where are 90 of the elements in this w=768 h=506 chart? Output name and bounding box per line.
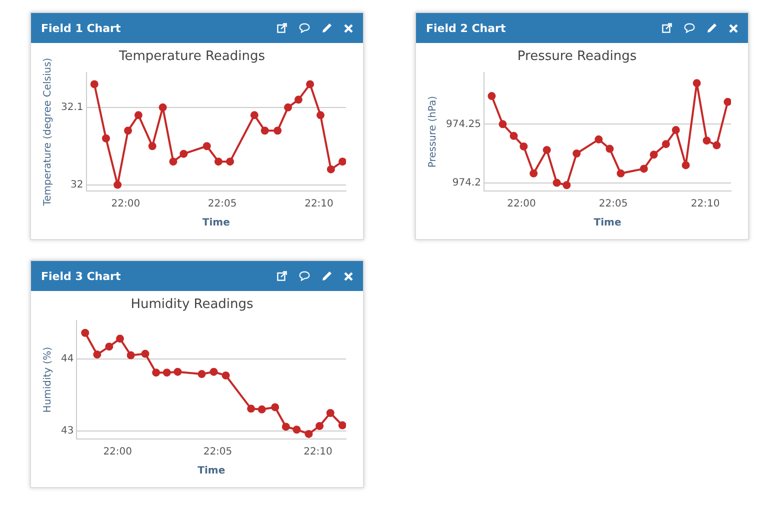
point	[93, 350, 102, 359]
point	[180, 150, 188, 158]
x-tick-label: 22:00	[507, 198, 536, 210]
point	[650, 150, 658, 159]
chart-title: Field 3 Chart	[41, 270, 122, 282]
point	[662, 140, 670, 148]
point	[530, 169, 538, 178]
y-axis-title: Temperature (degree Celsius)	[42, 58, 54, 207]
point	[226, 158, 234, 166]
point	[250, 111, 258, 120]
chart-subtitle: Temperature Readings	[118, 49, 266, 64]
point	[606, 144, 614, 153]
point	[126, 351, 135, 360]
point	[214, 158, 222, 166]
point	[326, 409, 334, 418]
x-tick-label: 22:10	[304, 198, 334, 210]
point	[152, 368, 160, 377]
point	[682, 161, 690, 170]
point	[692, 79, 701, 88]
y-tick-label: 43	[60, 426, 74, 437]
point	[260, 126, 269, 135]
chart-subtitle: Pressure Readings	[517, 49, 637, 64]
point	[594, 135, 603, 144]
point	[274, 126, 282, 135]
x-tick-label: 22:10	[304, 446, 332, 458]
point	[222, 371, 230, 380]
chart-subtitle: Humidity Readings	[130, 297, 254, 312]
x-tick-label: 22:10	[690, 198, 720, 210]
point	[542, 146, 551, 154]
point	[116, 334, 124, 343]
chart-title: Field 2 Chart	[426, 22, 507, 34]
point	[258, 405, 266, 414]
point	[124, 126, 132, 135]
point	[210, 368, 218, 376]
x-tick-label: 22:05	[598, 198, 628, 210]
point	[162, 368, 171, 377]
point	[316, 111, 324, 120]
point	[284, 103, 292, 112]
point	[724, 98, 731, 106]
point	[271, 403, 280, 412]
point	[247, 404, 256, 413]
point	[158, 103, 167, 112]
point	[510, 132, 518, 140]
x-tick-label: 22:05	[208, 198, 237, 210]
point	[102, 134, 110, 142]
point	[292, 426, 301, 434]
point	[294, 96, 302, 104]
point	[672, 126, 680, 134]
point	[304, 430, 313, 438]
point	[562, 181, 571, 190]
point	[338, 158, 346, 166]
point	[498, 120, 507, 128]
point	[326, 165, 335, 174]
point	[616, 169, 625, 178]
y-tick-label: 44	[60, 353, 74, 364]
point	[105, 342, 114, 351]
x-tick-label: 22:00	[111, 198, 140, 210]
point	[712, 141, 721, 150]
y-tick-label: 32	[70, 179, 84, 190]
point	[148, 142, 156, 150]
point	[702, 136, 711, 145]
x-axis-title: Time	[202, 218, 230, 229]
y-tick-label: 974.2	[452, 177, 481, 188]
point	[198, 370, 206, 378]
x-axis-title: Time	[594, 218, 622, 229]
point	[488, 92, 496, 100]
point	[640, 164, 648, 173]
y-tick-label: 32.1	[61, 102, 84, 114]
point	[202, 142, 211, 150]
y-axis-title: Pressure (hPa)	[428, 96, 439, 168]
point	[134, 111, 142, 120]
point	[81, 328, 90, 337]
point	[520, 142, 528, 150]
x-axis-title: Time	[198, 466, 226, 477]
x-tick-label: 22:00	[103, 446, 132, 458]
point	[338, 421, 346, 430]
y-tick-label: 974.25	[446, 118, 481, 130]
point	[316, 422, 324, 430]
point	[572, 149, 581, 158]
point	[90, 80, 98, 88]
point	[306, 80, 314, 88]
point	[141, 350, 150, 358]
point	[169, 158, 178, 166]
y-axis-title: Humidity (%)	[42, 346, 54, 413]
x-tick-label: 22:05	[203, 446, 232, 458]
point	[552, 178, 561, 187]
chart-title: Field 1 Chart	[41, 22, 122, 34]
point	[282, 422, 290, 431]
point	[174, 368, 182, 376]
point	[114, 180, 122, 189]
